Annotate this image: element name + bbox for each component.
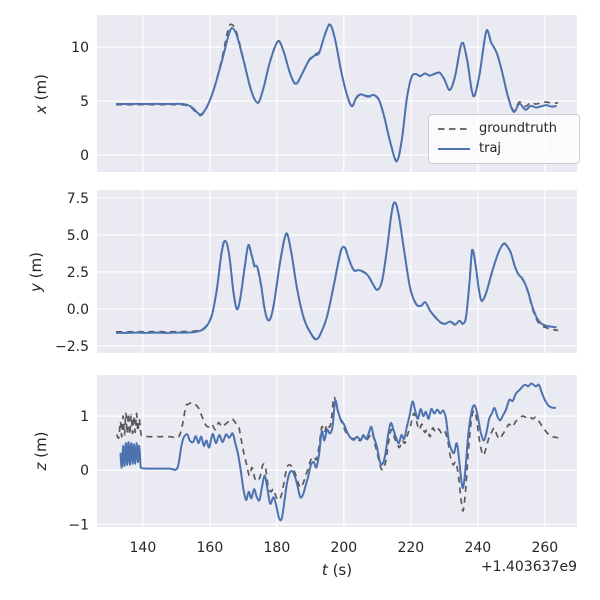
svg-text:0.0: 0.0 xyxy=(67,302,89,318)
svg-text:−2.5: −2.5 xyxy=(55,339,89,355)
svg-text:260: 260 xyxy=(531,540,558,556)
x-axis-offset-text: +1.403637e9 xyxy=(480,559,577,575)
legend: groundtruth traj xyxy=(428,114,580,164)
ylabel-x: x (m) xyxy=(32,74,50,114)
svg-text:220: 220 xyxy=(397,540,424,556)
legend-entry-groundtruth: groundtruth xyxy=(438,122,570,135)
svg-text:5: 5 xyxy=(80,94,89,110)
svg-text:160: 160 xyxy=(197,540,224,556)
svg-text:2.5: 2.5 xyxy=(67,265,89,281)
svg-text:1: 1 xyxy=(80,409,89,425)
svg-text:140: 140 xyxy=(130,540,157,556)
legend-label-groundtruth: groundtruth xyxy=(479,121,558,136)
solid-line-sample-icon xyxy=(438,147,470,150)
svg-text:10: 10 xyxy=(71,40,89,56)
svg-text:180: 180 xyxy=(264,540,291,556)
svg-text:0: 0 xyxy=(80,463,89,479)
dashed-line-sample-icon xyxy=(438,127,470,130)
svg-text:0: 0 xyxy=(80,148,89,164)
legend-label-traj: traj xyxy=(479,141,502,156)
svg-text:240: 240 xyxy=(464,540,491,556)
svg-text:5.0: 5.0 xyxy=(67,228,89,244)
ylabel-z: z (m) xyxy=(32,431,50,471)
xlabel-t: t (s) xyxy=(321,561,353,579)
svg-text:−1: −1 xyxy=(68,517,89,533)
legend-entry-traj: traj xyxy=(438,142,570,155)
svg-text:200: 200 xyxy=(330,540,357,556)
svg-text:7.5: 7.5 xyxy=(67,191,89,207)
ylabel-y: y (m) xyxy=(27,252,45,292)
